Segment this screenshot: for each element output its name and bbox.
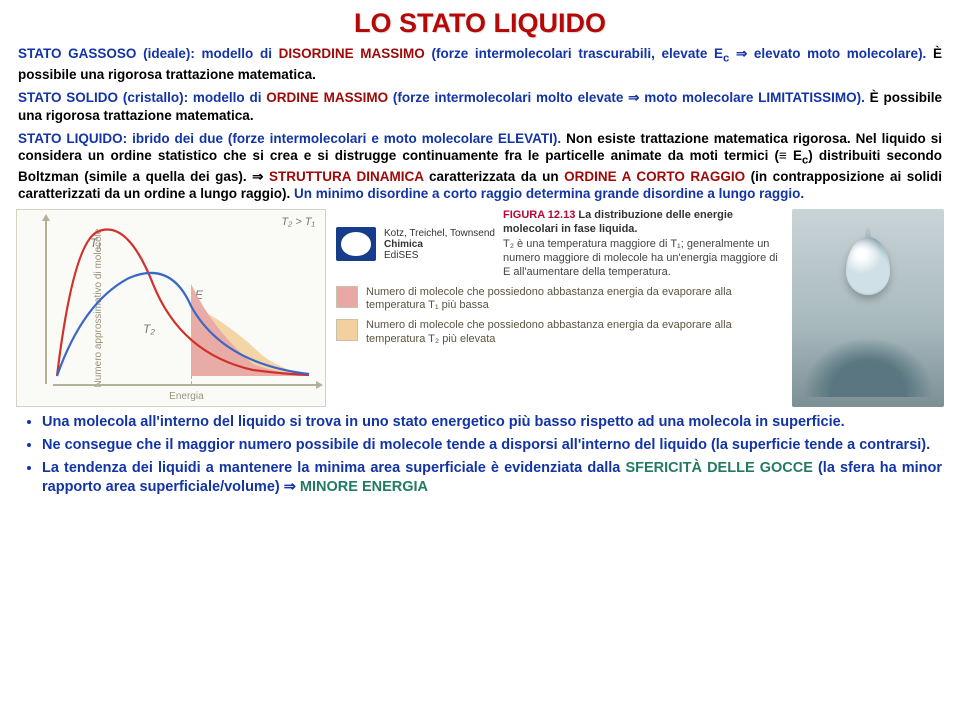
p3-ord: ORDINE A CORTO RAGGIO [564, 169, 745, 184]
p2-head: STATO SOLIDO (cristallo): [18, 90, 193, 105]
p3-head: STATO LIQUIDO: [18, 131, 132, 146]
p1-dm: DISORDINE MASSIMO [279, 46, 425, 61]
splash-icon [802, 337, 934, 397]
legend-column: Kotz, Treichel, Townsend Chimica EdiSES … [336, 209, 782, 407]
p2-b1: modello di [193, 90, 266, 105]
drop-icon [846, 237, 890, 295]
fig-body: T₂ è una temperatura maggiore di T₁; gen… [503, 238, 782, 279]
sw1-text: Numero di molecole che possiedono abbast… [366, 286, 782, 314]
p2-b2: (forze intermolecolari molto elevate ⇒ m… [388, 90, 870, 105]
p1-b3: ⇒ elevato moto molecolare). [729, 46, 933, 61]
water-drop-image [792, 209, 944, 407]
para-gassoso: STATO GASSOSO (ideale): modello di DISOR… [18, 45, 942, 83]
ed-l3: EdiSES [384, 250, 495, 261]
edises-header: Kotz, Treichel, Townsend Chimica EdiSES … [336, 209, 782, 280]
sw2-text: Numero di molecole che possiedono abbast… [366, 319, 782, 347]
chart-xlabel: Energia [169, 391, 203, 402]
x-axis-arrow [53, 384, 317, 386]
chart-svg [53, 214, 313, 384]
p3-blue2: Un minimo disordine a corto raggio deter… [294, 186, 804, 201]
swatch-peach-icon [336, 319, 358, 341]
ed-l1: Kotz, Treichel, Townsend [384, 228, 495, 239]
edises-text: Kotz, Treichel, Townsend Chimica EdiSES [384, 228, 495, 261]
b2-text: Ne consegue che il maggior numero possib… [42, 437, 930, 453]
bullet-3: La tendenza dei liquidi a mantenere la m… [42, 459, 942, 497]
y-axis-arrow [45, 220, 47, 384]
b1-text: Una molecola all'interno del liquido si … [42, 414, 845, 430]
curve-t2 [57, 273, 309, 376]
legend-row-1: Numero di molecole che possiedono abbast… [336, 286, 782, 314]
p2-om: ORDINE MASSIMO [266, 90, 388, 105]
b3b: SFERICITÀ DELLE GOCCE [625, 460, 812, 476]
swatch-pink-icon [336, 286, 358, 308]
bullet-list: Una molecola all'interno del liquido si … [24, 413, 942, 498]
p1-b2: (forze intermolecolari trascurabili, ele… [425, 46, 723, 61]
p1-head: STATO GASSOSO (ideale): [18, 46, 202, 61]
p1-b1: modello di [202, 46, 279, 61]
para-liquido: STATO LIQUIDO: ibrido dei due (forze int… [18, 130, 942, 203]
fig-caption: FIGURA 12.13 La distribuzione delle ener… [503, 209, 782, 280]
p3-sdin: STRUTTURA DINAMICA [269, 169, 424, 184]
page-title: LO STATO LIQUIDO [18, 8, 942, 39]
bullet-2: Ne consegue che il maggior numero possib… [42, 436, 942, 455]
b3d: MINORE ENERGIA [300, 479, 428, 495]
figure-row: Numero approssimativo di molecole Energi… [16, 209, 944, 407]
curve-t1 [57, 229, 309, 375]
bullet-1: Una molecola all'interno del liquido si … [42, 413, 942, 432]
edises-logo-icon [336, 227, 376, 261]
fig-num: FIGURA 12.13 [503, 209, 575, 221]
title-text: LO STATO LIQUIDO [354, 8, 606, 38]
p3-blue1: ibrido dei due (forze intermolecolari e … [132, 131, 566, 146]
ed-l2: Chimica [384, 239, 495, 250]
p3-k2: caratterizzata da un [423, 169, 564, 184]
legend-row-2: Numero di molecole che possiedono abbast… [336, 319, 782, 347]
boltzmann-chart: Numero approssimativo di molecole Energi… [16, 209, 326, 407]
b3a: La tendenza dei liquidi a mantenere la m… [42, 460, 625, 476]
para-solido: STATO SOLIDO (cristallo): modello di ORD… [18, 89, 942, 124]
